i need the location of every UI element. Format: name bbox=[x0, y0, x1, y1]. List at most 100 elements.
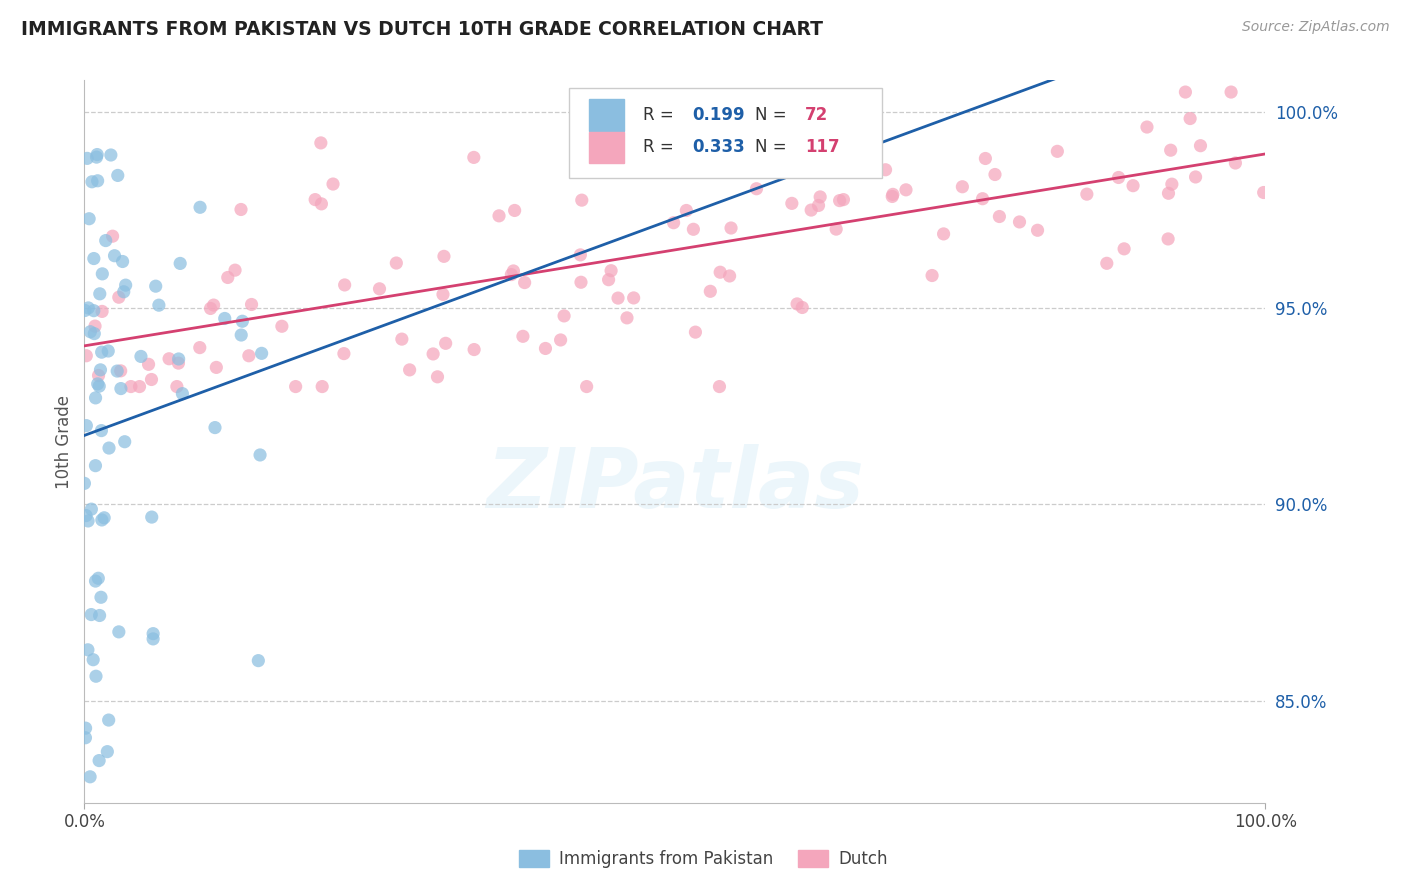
Point bbox=[167, 351, 190, 366]
Point bbox=[107, 290, 129, 304]
Point bbox=[114, 278, 136, 293]
Point bbox=[80, 502, 103, 516]
Point bbox=[188, 200, 211, 214]
Point bbox=[311, 197, 333, 211]
Point bbox=[141, 510, 163, 524]
Point bbox=[231, 328, 253, 343]
Point bbox=[101, 229, 124, 244]
Point bbox=[73, 476, 96, 491]
Point bbox=[607, 291, 630, 305]
Point bbox=[80, 175, 103, 189]
Point bbox=[112, 285, 135, 299]
Point bbox=[1253, 186, 1275, 200]
Point bbox=[77, 301, 100, 315]
Point bbox=[553, 309, 575, 323]
Point bbox=[90, 591, 112, 605]
Point bbox=[87, 571, 110, 585]
Point bbox=[224, 263, 246, 277]
Point bbox=[114, 434, 136, 449]
Point bbox=[807, 198, 830, 212]
Point bbox=[322, 177, 344, 191]
Point bbox=[157, 351, 180, 366]
Point bbox=[832, 193, 855, 207]
Point bbox=[138, 357, 160, 371]
Point bbox=[709, 265, 731, 279]
Point bbox=[90, 345, 112, 359]
Point bbox=[1220, 85, 1243, 99]
Point bbox=[709, 379, 731, 393]
Point bbox=[828, 194, 851, 208]
Point bbox=[240, 297, 263, 311]
Point bbox=[800, 203, 823, 218]
Bar bbox=[589, 132, 624, 163]
Point bbox=[200, 301, 222, 316]
Point bbox=[1189, 138, 1212, 153]
Point bbox=[145, 279, 167, 293]
Point bbox=[1157, 186, 1180, 201]
Point bbox=[91, 304, 114, 318]
Point bbox=[950, 179, 973, 194]
Point bbox=[89, 608, 111, 623]
Point bbox=[94, 234, 117, 248]
Point bbox=[1095, 256, 1118, 270]
Point bbox=[141, 372, 163, 386]
Point bbox=[166, 379, 188, 393]
Text: 0.199: 0.199 bbox=[693, 106, 745, 124]
Point bbox=[100, 148, 122, 162]
Point bbox=[513, 276, 536, 290]
Point bbox=[214, 311, 236, 326]
Point bbox=[73, 303, 96, 318]
Point bbox=[600, 263, 623, 277]
Point bbox=[97, 713, 120, 727]
Point bbox=[91, 267, 114, 281]
Point bbox=[75, 349, 97, 363]
Point bbox=[90, 424, 112, 438]
Point bbox=[664, 153, 686, 168]
Point bbox=[93, 510, 115, 524]
Point bbox=[512, 329, 534, 343]
Point bbox=[385, 256, 408, 270]
Point bbox=[569, 248, 592, 262]
Point bbox=[1026, 223, 1049, 237]
Point bbox=[172, 386, 194, 401]
Point bbox=[616, 310, 638, 325]
Point bbox=[780, 196, 803, 211]
Point bbox=[75, 731, 97, 745]
Point bbox=[84, 669, 107, 683]
Point bbox=[89, 754, 111, 768]
Point bbox=[1225, 156, 1247, 170]
Point bbox=[751, 125, 773, 139]
Point bbox=[167, 356, 190, 370]
Point bbox=[434, 336, 457, 351]
Point bbox=[1008, 215, 1031, 229]
Text: ZIPatlas: ZIPatlas bbox=[486, 444, 863, 525]
Point bbox=[720, 221, 742, 235]
Bar bbox=[589, 99, 624, 131]
Point bbox=[433, 249, 456, 263]
Point bbox=[204, 420, 226, 434]
Legend: Immigrants from Pakistan, Dutch: Immigrants from Pakistan, Dutch bbox=[512, 843, 894, 875]
Point bbox=[148, 298, 170, 312]
Point bbox=[1157, 232, 1180, 246]
Point bbox=[688, 149, 710, 163]
Point bbox=[96, 745, 118, 759]
Point bbox=[534, 342, 557, 356]
Point bbox=[921, 268, 943, 283]
Point bbox=[1174, 85, 1197, 99]
Point bbox=[247, 654, 270, 668]
Point bbox=[110, 382, 132, 396]
Point bbox=[685, 325, 707, 339]
Point bbox=[128, 379, 150, 393]
Point bbox=[202, 298, 225, 312]
Point bbox=[974, 152, 997, 166]
Point bbox=[129, 350, 152, 364]
Point bbox=[103, 249, 125, 263]
Point bbox=[270, 319, 292, 334]
Point bbox=[169, 256, 191, 270]
Point bbox=[80, 607, 103, 622]
Point bbox=[77, 642, 100, 657]
Point bbox=[86, 376, 108, 391]
Point bbox=[633, 153, 655, 167]
Point bbox=[718, 268, 741, 283]
Point bbox=[120, 379, 142, 393]
